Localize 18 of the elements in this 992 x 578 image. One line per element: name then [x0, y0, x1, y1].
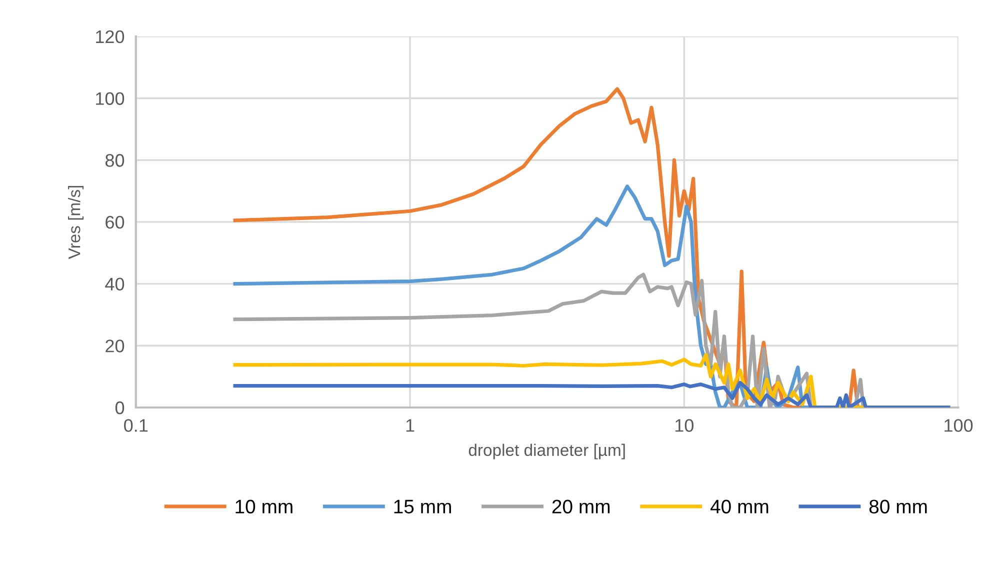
y-tick-label: 80: [105, 154, 124, 167]
legend-label: 80 mm: [869, 500, 927, 514]
legend-label: 15 mm: [394, 500, 451, 514]
x-tick-label: 0.1: [124, 419, 148, 432]
x-tick-label: 10: [675, 419, 694, 432]
legend-label: 40 mm: [710, 500, 768, 514]
x-tick-label: 100: [944, 419, 973, 432]
y-tick-label: 120: [96, 30, 124, 44]
y-tick-label: 20: [106, 340, 124, 352]
x-tick-label: 1: [406, 419, 414, 432]
legend-label: 20 mm: [552, 500, 610, 514]
y-tick-label: 40: [105, 278, 124, 291]
y-axis-title: Vres [m/s]: [68, 186, 84, 260]
legend-label: 10 mm: [236, 500, 292, 514]
y-tick-label: 100: [96, 92, 124, 105]
x-axis-title: droplet diameter [µm]: [468, 444, 625, 460]
y-tick-label: 60: [106, 216, 124, 229]
y-tick-label: 0: [115, 401, 124, 414]
